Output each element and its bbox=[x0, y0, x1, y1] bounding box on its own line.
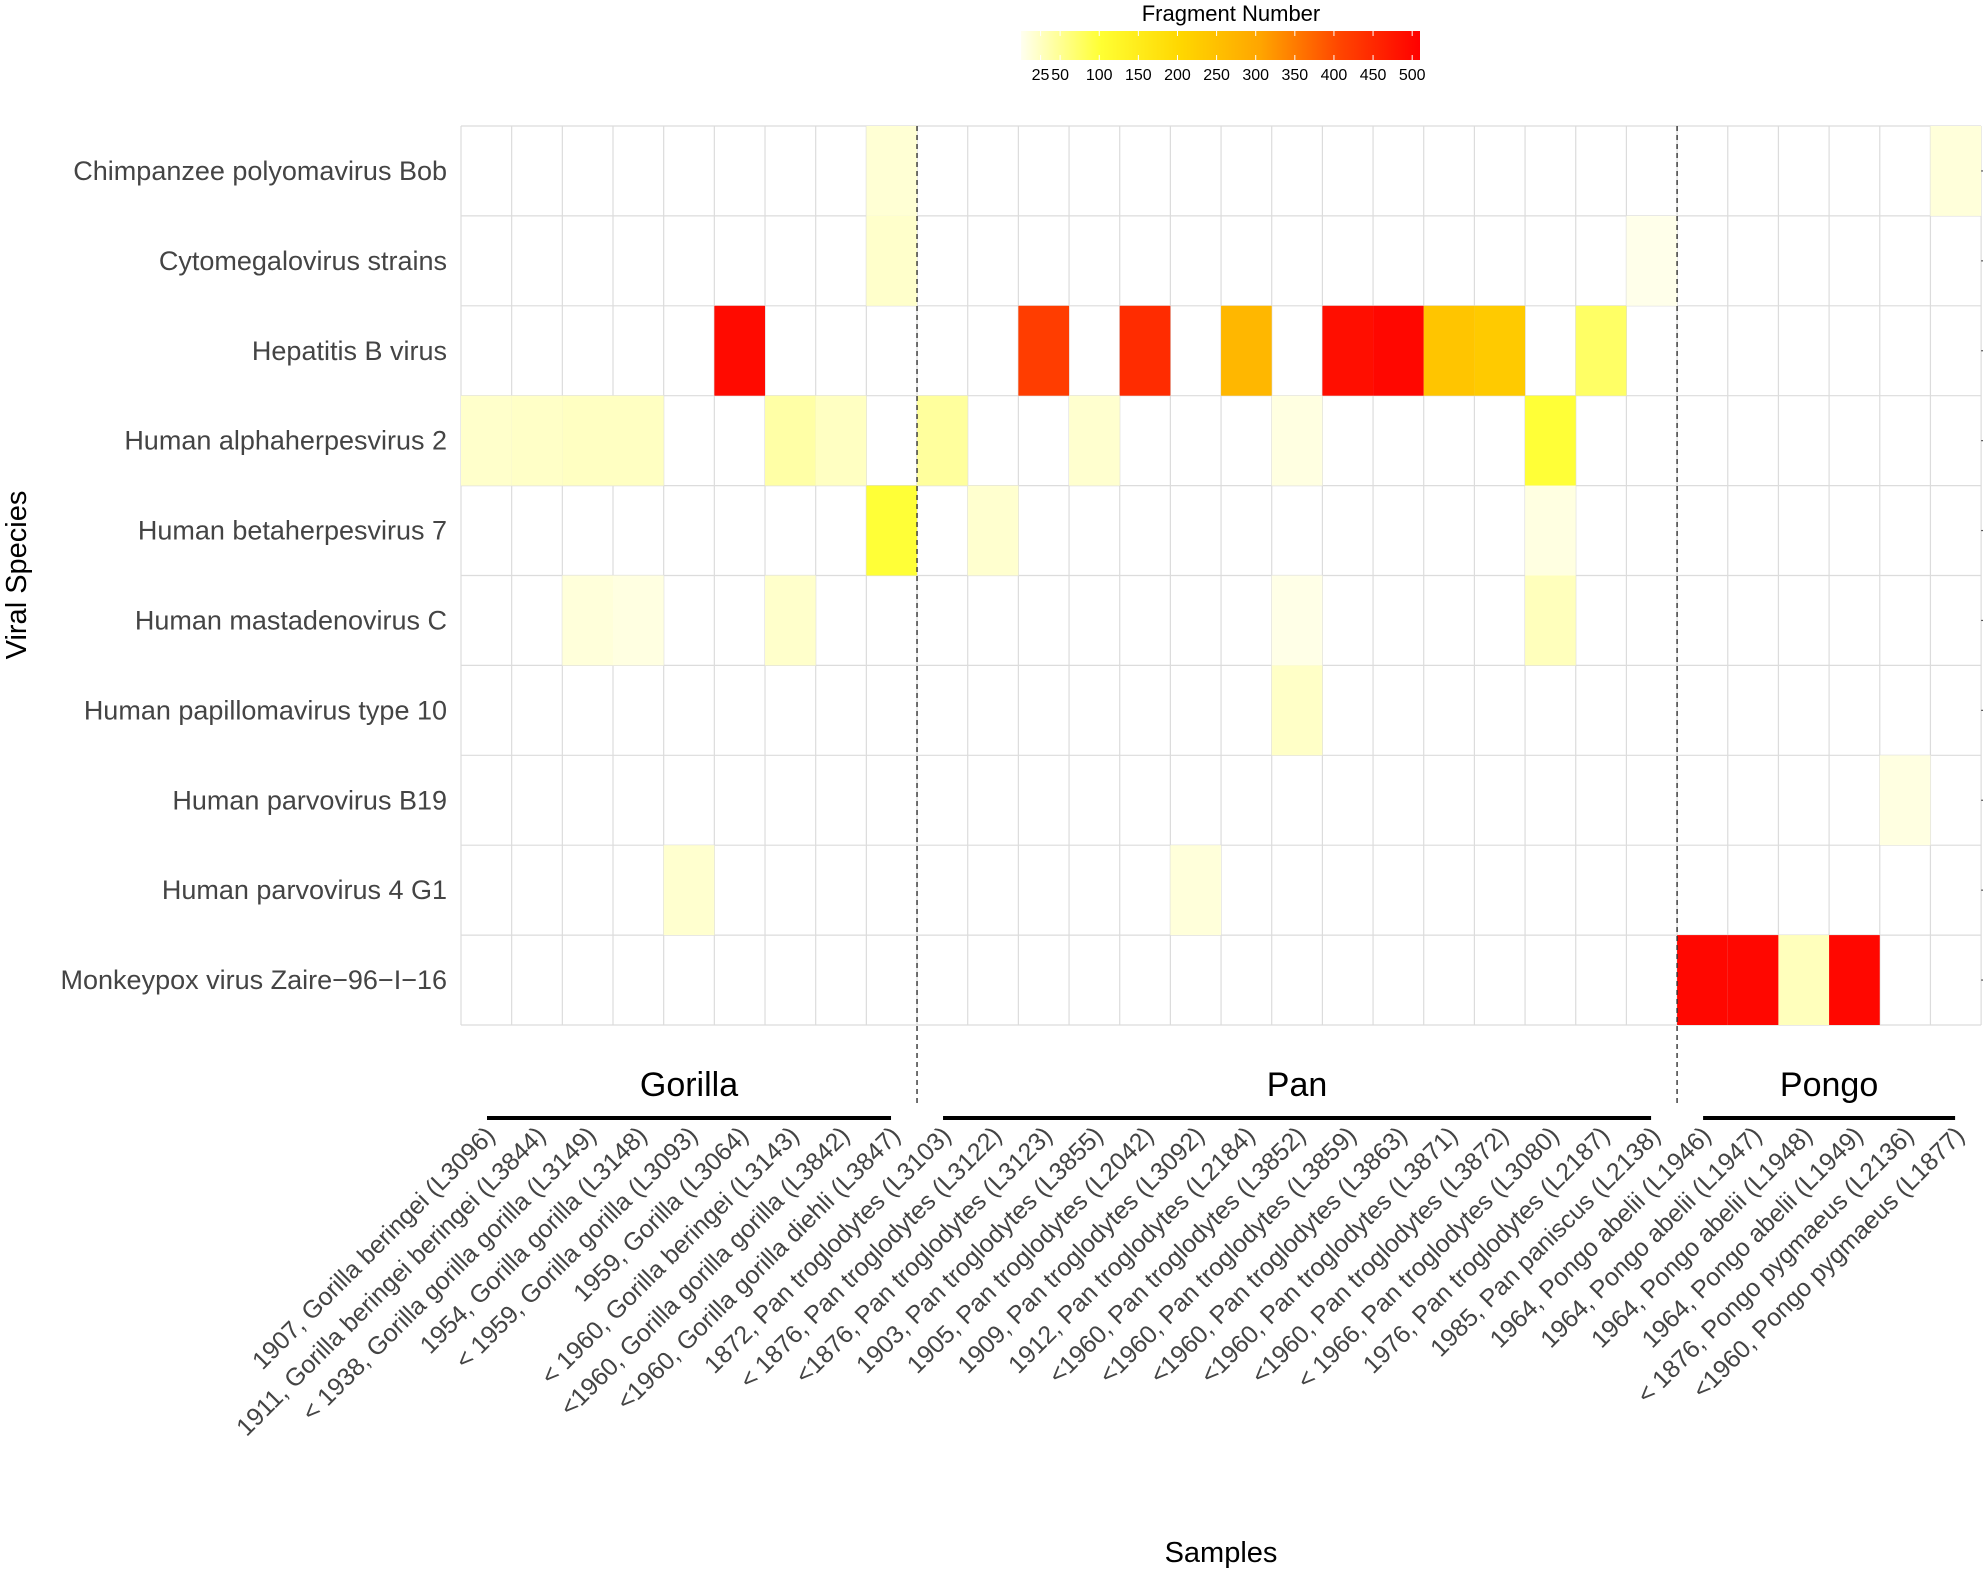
species-label: Hepatitis B virus bbox=[252, 336, 447, 366]
x-axis-labels: 1907, Gorilla beringei (L3096)1911, Gori… bbox=[231, 1121, 1970, 1441]
heatmap-cell bbox=[1271, 665, 1323, 756]
species-label: Human papillomavirus type 10 bbox=[84, 695, 447, 725]
heatmap-cell bbox=[1069, 395, 1120, 486]
heatmap-cell bbox=[1525, 395, 1576, 486]
legend-color-bar bbox=[1021, 31, 1420, 60]
heatmap-cell bbox=[1677, 935, 1728, 1025]
species-label: Monkeypox virus Zaire−96−I−16 bbox=[61, 965, 447, 995]
heatmap-cell bbox=[613, 575, 664, 666]
heatmap-cell bbox=[1271, 575, 1323, 666]
species-label: Human parvovirus 4 G1 bbox=[162, 875, 447, 905]
species-label: Chimpanzee polyomavirus Bob bbox=[73, 156, 447, 186]
legend-tick-label: 300 bbox=[1242, 67, 1269, 84]
heatmap-cell bbox=[765, 575, 816, 666]
heatmap-cell bbox=[562, 395, 614, 486]
heatmap-cell bbox=[1525, 485, 1576, 576]
heatmap-cell bbox=[613, 395, 664, 486]
heatmap-cell bbox=[815, 395, 867, 486]
y-axis-title: Viral Species bbox=[1, 491, 33, 660]
heatmap-cell bbox=[1829, 935, 1880, 1025]
heatmap-cell bbox=[1018, 305, 1070, 396]
heatmap-cell bbox=[866, 215, 918, 306]
heatmap-cell bbox=[663, 845, 715, 936]
heatmap-cell bbox=[765, 395, 816, 486]
legend-tick-label: 350 bbox=[1281, 67, 1308, 84]
heatmap-cells bbox=[461, 126, 1982, 1025]
x-axis-title: Samples bbox=[1165, 1537, 1278, 1569]
legend-tick-label: 25 bbox=[1032, 67, 1050, 84]
heatmap-cell bbox=[866, 485, 918, 576]
heatmap-cell bbox=[1423, 305, 1475, 396]
species-label: Cytomegalovirus strains bbox=[159, 246, 447, 276]
heatmap-cell bbox=[917, 395, 968, 486]
heatmap-cell bbox=[1525, 575, 1576, 666]
heatmap-cell bbox=[1322, 305, 1374, 396]
heatmap-cell bbox=[1626, 215, 1678, 306]
legend-tick-label: 450 bbox=[1360, 67, 1387, 84]
heatmap-cell bbox=[866, 126, 918, 216]
species-label: Human alphaherpesvirus 2 bbox=[124, 426, 447, 456]
legend-title: Fragment Number bbox=[1142, 1, 1321, 26]
group-separators bbox=[916, 126, 1678, 1105]
legend-tick-label: 50 bbox=[1051, 67, 1069, 84]
legend-tick-label: 250 bbox=[1203, 67, 1230, 84]
heatmap-cell bbox=[1271, 395, 1323, 486]
heatmap-cell bbox=[562, 575, 614, 666]
heatmap-cell bbox=[1119, 305, 1171, 396]
sample-groups: Gorilla Pan Pongo bbox=[487, 1066, 1956, 1120]
heatmap-cell bbox=[1474, 305, 1526, 396]
species-label: Human betaherpesvirus 7 bbox=[138, 516, 447, 546]
legend-tick-label: 500 bbox=[1399, 67, 1426, 84]
heatmap-cell bbox=[1170, 845, 1222, 936]
species-label: Human mastadenovirus C bbox=[135, 605, 447, 635]
y-axis-labels: Chimpanzee polyomavirus Bob Cytomegalovir… bbox=[61, 156, 447, 995]
heatmap-cell bbox=[1930, 126, 1982, 216]
heatmap-cell bbox=[1221, 305, 1272, 396]
species-label: Human parvovirus B19 bbox=[172, 785, 447, 815]
plot-panel bbox=[460, 125, 1983, 1105]
heatmap-cell bbox=[714, 305, 766, 396]
heatmap-cell bbox=[1727, 935, 1779, 1025]
heatmap-cell bbox=[1373, 305, 1424, 396]
heatmap-cell bbox=[967, 485, 1019, 576]
legend-tick-label: 400 bbox=[1321, 67, 1348, 84]
heatmap-cell bbox=[511, 395, 563, 486]
heatmap-cell bbox=[1879, 755, 1931, 846]
group-label: Pan bbox=[1267, 1066, 1328, 1104]
heatmap-cell bbox=[1778, 935, 1830, 1025]
heatmap-cell bbox=[1575, 305, 1627, 396]
legend-tick-label: 100 bbox=[1086, 67, 1113, 84]
legend: Fragment Number 25 50 100 150 200 250 300 350 40… bbox=[1021, 1, 1426, 84]
legend-tick-label: 150 bbox=[1125, 67, 1152, 84]
group-label: Gorilla bbox=[640, 1066, 738, 1104]
legend-tick-label: 200 bbox=[1164, 67, 1191, 84]
group-label: Pongo bbox=[1780, 1066, 1878, 1104]
y-axis-ticks bbox=[1981, 170, 1983, 981]
heatmap-cell bbox=[461, 395, 512, 486]
legend-ticks: 25 50 100 150 200 250 300 350 400 450 500 bbox=[1032, 31, 1426, 84]
